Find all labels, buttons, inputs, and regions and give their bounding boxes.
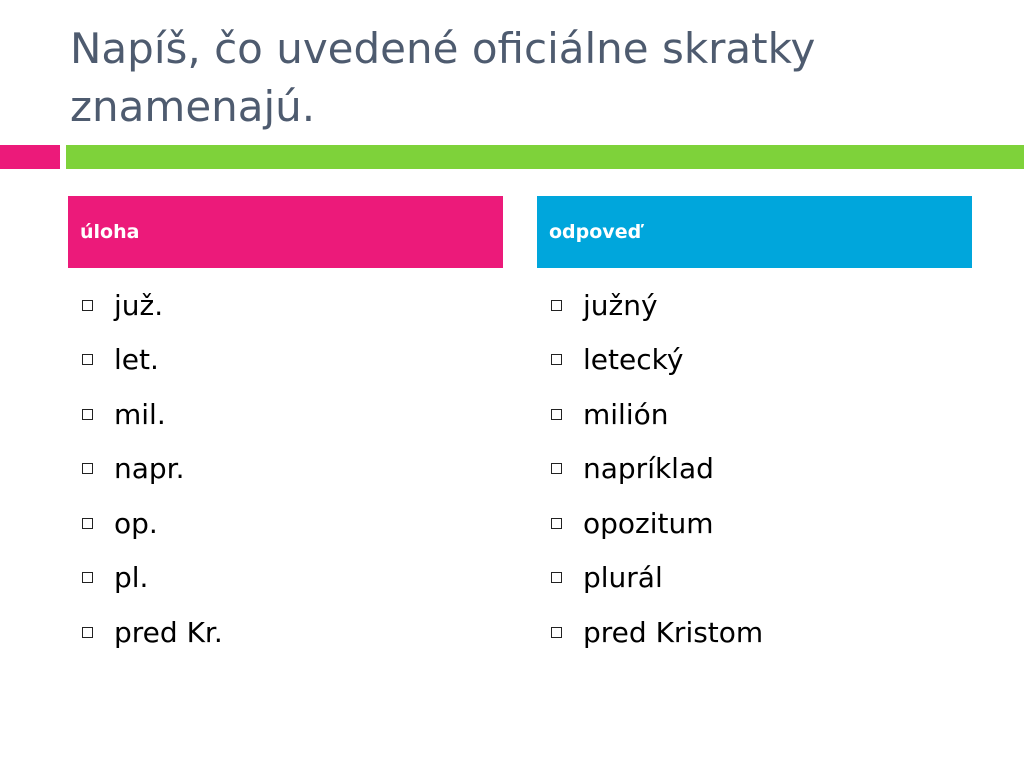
list-item: let. xyxy=(80,333,500,388)
column-header-task-label: úloha xyxy=(80,221,140,243)
list-item: opozitum xyxy=(549,496,969,551)
square-bullet-icon xyxy=(551,354,562,366)
answer-text: napríklad xyxy=(583,452,714,486)
task-text: pl. xyxy=(114,561,149,595)
square-bullet-icon xyxy=(82,299,93,311)
answer-text: opozitum xyxy=(583,506,714,540)
task-text: mil. xyxy=(114,397,166,431)
task-text: pred Kr. xyxy=(114,615,223,649)
square-bullet-icon xyxy=(551,463,562,475)
column-header-task: úloha xyxy=(68,196,503,268)
list-item: letecký xyxy=(549,333,969,388)
square-bullet-icon xyxy=(82,408,93,420)
list-item: pred Kr. xyxy=(80,605,500,660)
list-item: milión xyxy=(549,387,969,442)
answer-text: južný xyxy=(583,288,658,322)
list-item: op. xyxy=(80,496,500,551)
square-bullet-icon xyxy=(551,517,562,529)
task-text: op. xyxy=(114,506,158,540)
task-list: juž. let. mil. napr. op. pl. pred Kr. xyxy=(80,278,500,660)
square-bullet-icon xyxy=(82,517,93,529)
task-text: napr. xyxy=(114,452,185,486)
list-item: plurál xyxy=(549,551,969,606)
answer-text: pred Kristom xyxy=(583,615,764,649)
square-bullet-icon xyxy=(551,572,562,584)
square-bullet-icon xyxy=(551,408,562,420)
answer-text: plurál xyxy=(583,561,663,595)
column-header-answer-label: odpoveď xyxy=(549,221,642,243)
list-item: pred Kristom xyxy=(549,605,969,660)
list-item: mil. xyxy=(80,387,500,442)
task-text: let. xyxy=(114,343,159,377)
square-bullet-icon xyxy=(551,626,562,638)
column-header-answer: odpoveď xyxy=(537,196,972,268)
list-item: juž. xyxy=(80,278,500,333)
answer-list: južný letecký milión napríklad opozitum … xyxy=(549,278,969,660)
slide-title: Napíš, čo uvedené oficiálne skratky znam… xyxy=(70,24,816,131)
answer-text: milión xyxy=(583,397,669,431)
square-bullet-icon xyxy=(82,626,93,638)
answer-text: letecký xyxy=(583,343,684,377)
list-item: napríklad xyxy=(549,442,969,497)
list-item: južný xyxy=(549,278,969,333)
list-item: napr. xyxy=(80,442,500,497)
task-text: juž. xyxy=(114,288,164,322)
list-item: pl. xyxy=(80,551,500,606)
square-bullet-icon xyxy=(551,299,562,311)
square-bullet-icon xyxy=(82,572,93,584)
accent-bar-pink xyxy=(0,145,60,169)
square-bullet-icon xyxy=(82,463,93,475)
accent-bar-green xyxy=(66,145,1024,169)
square-bullet-icon xyxy=(82,354,93,366)
